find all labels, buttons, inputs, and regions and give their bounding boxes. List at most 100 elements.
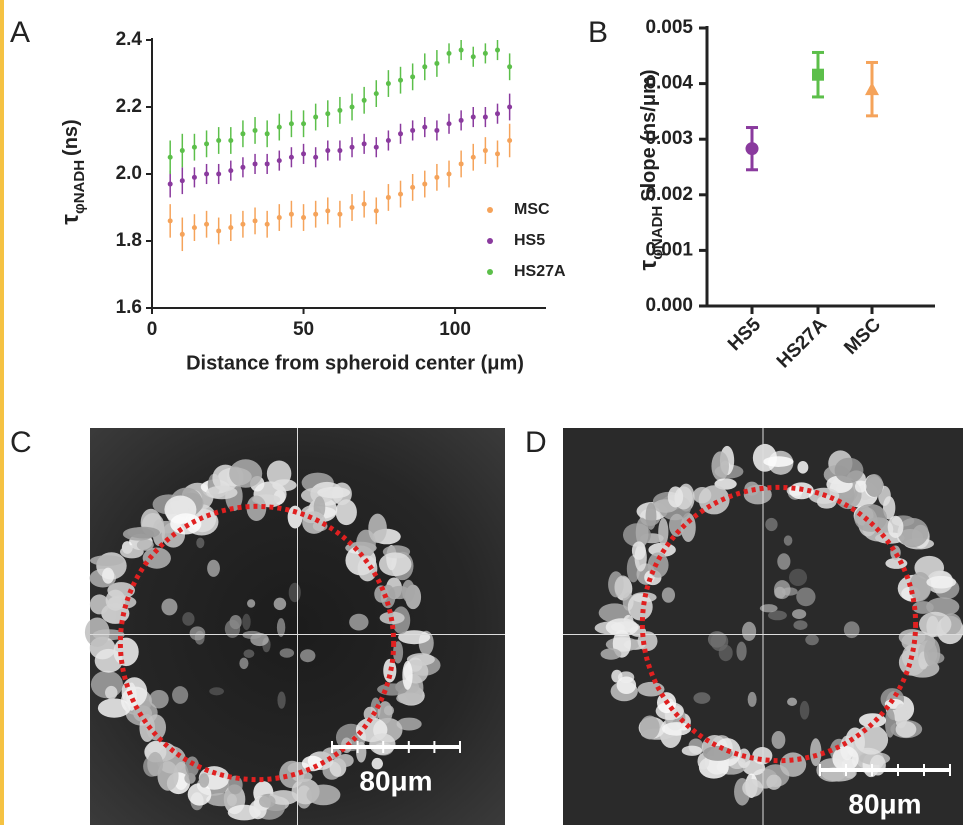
cell xyxy=(247,599,256,608)
data-point xyxy=(446,121,452,127)
y-axis-label: τφNADHSlope (ns/μm) xyxy=(635,69,666,270)
cell xyxy=(887,515,904,538)
data-point xyxy=(495,151,501,157)
cell xyxy=(378,552,412,577)
data-point xyxy=(470,154,476,160)
cell xyxy=(799,700,810,720)
y-tick-label: 2.4 xyxy=(116,29,143,50)
data-point xyxy=(865,82,879,96)
roi-circle xyxy=(639,484,919,764)
scale-label: 80μm xyxy=(359,765,432,796)
x-tick-label: HS27A xyxy=(773,314,831,372)
data-point xyxy=(167,181,173,187)
cell xyxy=(277,691,286,709)
cell xyxy=(787,697,798,706)
data-point xyxy=(240,221,246,227)
x-axis-label: Distance from spheroid center (μm) xyxy=(186,352,524,374)
data-point xyxy=(398,131,404,137)
x-tick-label: 100 xyxy=(439,319,471,340)
cell xyxy=(120,545,144,559)
cell xyxy=(276,618,286,637)
data-point xyxy=(288,121,294,127)
data-point xyxy=(191,144,197,150)
data-point xyxy=(276,158,282,164)
cell xyxy=(363,706,377,722)
cell xyxy=(832,746,859,772)
data-point xyxy=(240,131,246,137)
cell xyxy=(136,539,154,551)
data-point xyxy=(349,104,355,110)
data-point xyxy=(422,124,428,130)
data-point xyxy=(301,151,307,157)
data-point xyxy=(385,138,391,143)
cell xyxy=(865,473,884,497)
y-tick-label: 0.005 xyxy=(645,17,693,38)
cell xyxy=(926,597,960,617)
y-tick-label: 2.2 xyxy=(116,96,142,117)
data-point xyxy=(482,148,488,154)
cell xyxy=(924,638,941,667)
data-point xyxy=(495,111,501,117)
data-point xyxy=(325,208,331,214)
cell xyxy=(765,517,778,532)
data-point xyxy=(216,138,222,143)
cell xyxy=(302,511,326,534)
cell xyxy=(279,648,295,658)
cell xyxy=(94,648,123,673)
data-point xyxy=(385,81,391,87)
cell xyxy=(854,480,867,493)
cell xyxy=(766,774,782,790)
data-point xyxy=(349,144,355,150)
cell xyxy=(198,773,210,788)
data-point xyxy=(167,154,173,160)
data-point xyxy=(167,218,173,224)
roi-circle xyxy=(117,503,397,783)
data-point xyxy=(337,211,343,217)
y-tick-label: 2.0 xyxy=(116,163,142,184)
data-point xyxy=(228,168,234,174)
cell xyxy=(300,649,316,663)
cell xyxy=(680,512,696,542)
cell xyxy=(377,701,393,724)
cell xyxy=(742,779,763,797)
data-point xyxy=(204,141,210,147)
data-point xyxy=(446,171,452,177)
x-tick-label: MSC xyxy=(840,314,885,359)
cell xyxy=(661,722,692,736)
cell xyxy=(402,660,413,690)
cell xyxy=(229,459,263,488)
x-tick-label: HS5 xyxy=(724,314,765,355)
y-axis-label: τφNADH(ns) xyxy=(57,119,88,224)
cell xyxy=(127,526,160,539)
data-point xyxy=(446,50,452,56)
cell xyxy=(239,657,249,670)
cell xyxy=(796,587,816,607)
cell xyxy=(357,555,378,582)
cell xyxy=(681,745,703,756)
data-point xyxy=(228,225,234,231)
data-point xyxy=(458,117,464,123)
data-point xyxy=(252,218,258,224)
cell xyxy=(368,513,387,544)
data-point xyxy=(325,148,331,154)
cell xyxy=(398,630,431,645)
y-tick-label: 0.000 xyxy=(645,295,693,316)
data-point xyxy=(361,201,367,207)
cell xyxy=(627,593,653,621)
data-point xyxy=(398,77,404,83)
cell xyxy=(658,518,669,546)
legend-label: MSC xyxy=(514,201,550,218)
panel-label: A xyxy=(10,16,30,49)
data-point xyxy=(301,215,307,221)
cell xyxy=(396,717,422,731)
data-point xyxy=(482,50,488,56)
data-point xyxy=(288,211,294,217)
cell xyxy=(97,698,131,718)
cell xyxy=(242,613,251,631)
y-tick-label: 0.003 xyxy=(645,128,693,149)
data-point xyxy=(228,138,234,143)
cell xyxy=(102,567,115,584)
data-point xyxy=(191,225,197,231)
cell xyxy=(226,793,237,807)
legend-marker xyxy=(487,207,493,213)
